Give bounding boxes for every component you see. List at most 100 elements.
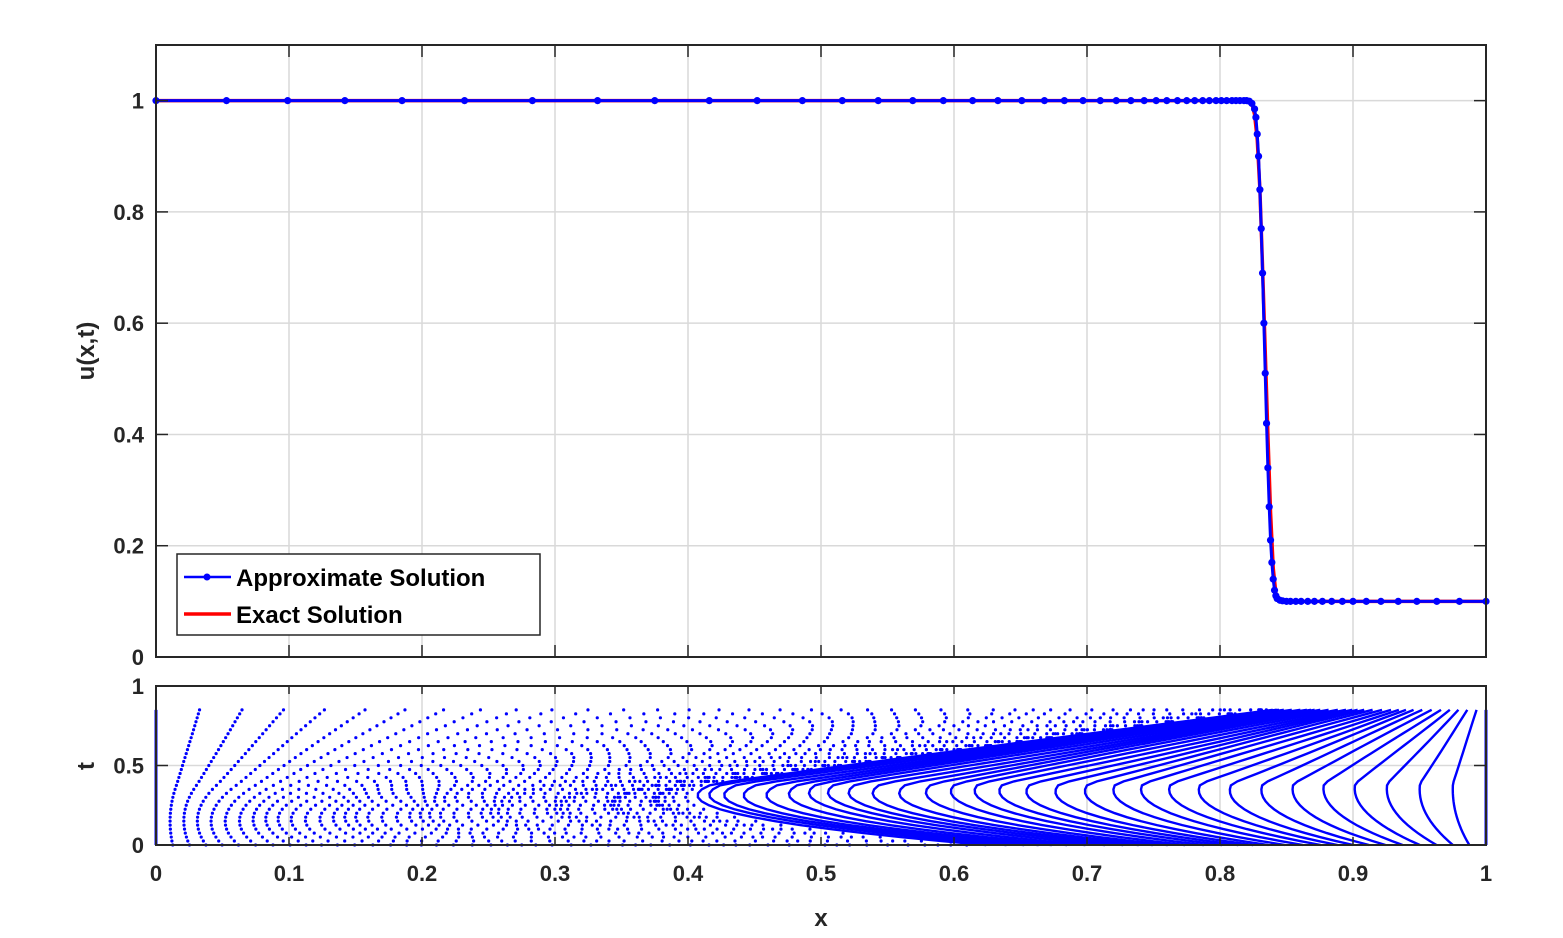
mesh-node-point (454, 839, 458, 843)
mesh-node-point (520, 815, 524, 819)
mesh-node-point (731, 751, 735, 756)
mesh-node-point (305, 763, 310, 768)
mesh-node-point (1169, 716, 1173, 720)
mesh-node-point (417, 736, 421, 740)
mesh-node-point (331, 815, 335, 819)
mesh-node-point (861, 835, 865, 839)
mesh-node-point (335, 779, 340, 784)
mesh-node-point (617, 771, 621, 776)
mesh-node-point (553, 831, 557, 835)
approximate-solution-point (593, 97, 602, 105)
mesh-node-point (627, 751, 631, 756)
mesh-node-point (703, 767, 707, 772)
mesh-node-point (682, 779, 686, 784)
mesh-node-point (628, 807, 633, 811)
mesh-trajectory (489, 708, 1017, 847)
mesh-node-point (233, 799, 237, 803)
mesh-node-point (586, 728, 590, 732)
mesh-node-point (883, 755, 887, 760)
mesh-node-point (993, 740, 997, 744)
mesh-node-point (214, 783, 219, 787)
mesh-node-point (769, 736, 773, 740)
mesh-node-point (808, 759, 813, 764)
mesh-node-point (447, 803, 451, 807)
mesh-node-point (554, 795, 558, 799)
mesh-node-point (794, 751, 798, 756)
mesh-node-point (351, 803, 355, 807)
mesh-node-point (332, 811, 336, 815)
mesh-node-point (841, 740, 845, 744)
mesh-node-point (1082, 728, 1086, 732)
mesh-node-point (689, 744, 693, 748)
mesh-trajectory-line (1418, 709, 1469, 846)
mesh-node-point (923, 744, 927, 748)
mesh-x-tick-label: 0.5 (806, 861, 837, 886)
mesh-trajectory (289, 708, 554, 847)
approximate-solution-point (1212, 97, 1220, 105)
mesh-node-point (702, 712, 706, 716)
mesh-y-tick-label: 0.5 (113, 754, 144, 779)
mesh-node-point (566, 839, 570, 843)
mesh-node-point (441, 708, 446, 712)
mesh-node-point (567, 815, 571, 819)
mesh-node-point (543, 740, 547, 744)
mesh-node-point (761, 767, 765, 772)
mesh-node-point (823, 759, 827, 764)
mesh-node-point (634, 736, 638, 740)
mesh-node-point (191, 728, 196, 732)
mesh-node-point (421, 819, 425, 823)
mesh-node-point (240, 755, 244, 760)
mesh-node-point (553, 755, 558, 760)
mesh-node-point (485, 720, 489, 724)
mesh-node-point (805, 736, 809, 740)
mesh-node-point (913, 708, 918, 712)
mesh-node-point (271, 831, 275, 835)
mesh-trajectory-line (1228, 708, 1415, 847)
mesh-node-point (855, 748, 859, 752)
mesh-node-point (548, 827, 552, 831)
mesh-node-point (405, 787, 409, 791)
mesh-node-point (613, 799, 617, 803)
mesh-node-point (192, 787, 196, 791)
mesh-node-point (957, 728, 961, 732)
mesh-x-tick-label: 0.6 (939, 861, 970, 886)
mesh-node-point (389, 716, 393, 720)
mesh-node-point (742, 755, 746, 760)
mesh-node-point (495, 779, 500, 784)
mesh-node-point (469, 799, 473, 803)
mesh-node-point (867, 740, 872, 744)
mesh-node-point (639, 799, 643, 803)
approximate-solution-point (1060, 97, 1068, 105)
mesh-node-point (561, 716, 566, 720)
mesh-node-point (902, 748, 906, 752)
mesh-node-point (1049, 708, 1053, 712)
mesh-node-point (910, 751, 914, 756)
mesh-trajectory (998, 708, 1353, 847)
mesh-node-point (1072, 720, 1076, 724)
mesh-node-point (1048, 728, 1053, 732)
mesh-node-point (658, 775, 662, 780)
mesh-node-point (495, 791, 499, 795)
mesh-node-point (558, 807, 563, 811)
mesh-node-point (560, 835, 565, 839)
mesh-node-point (290, 799, 294, 803)
mesh-node-point (455, 799, 459, 803)
solution-y-tick-label: 0.2 (113, 534, 144, 559)
mesh-node-point (271, 783, 275, 787)
mesh-trajectory (1291, 708, 1433, 847)
mesh-node-point (910, 744, 914, 748)
mesh-node-point (706, 779, 711, 784)
approximate-solution-point (1270, 586, 1279, 594)
mesh-node-point (278, 712, 282, 716)
mesh-node-point (1062, 720, 1066, 724)
mesh-node-point (913, 728, 917, 732)
mesh-node-point (168, 815, 172, 819)
mesh-node-point (714, 771, 718, 776)
mesh-node-point (233, 720, 237, 724)
mesh-node-point (466, 795, 471, 799)
mesh-node-point (798, 744, 802, 748)
mesh-node-point (779, 827, 783, 831)
mesh-node-point (615, 807, 619, 811)
mesh-node-point (397, 831, 401, 835)
